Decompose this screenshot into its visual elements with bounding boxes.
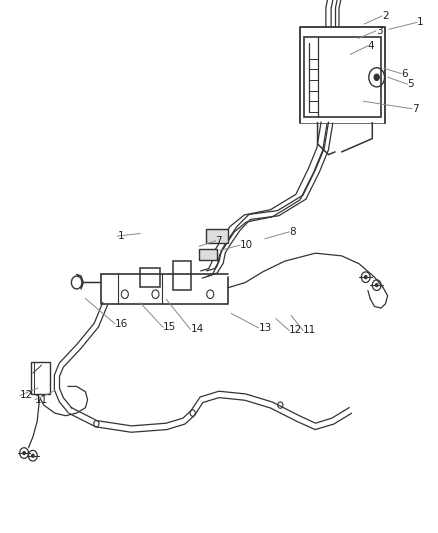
Text: 1: 1 <box>117 231 124 241</box>
Text: 6: 6 <box>401 69 408 78</box>
Circle shape <box>32 454 34 457</box>
Text: 7: 7 <box>215 236 222 246</box>
Bar <box>173 261 191 290</box>
Text: 12: 12 <box>20 391 33 400</box>
Bar <box>304 37 381 117</box>
Circle shape <box>364 276 367 279</box>
Text: 2: 2 <box>382 11 389 21</box>
Text: 14: 14 <box>191 325 204 334</box>
Bar <box>31 362 50 394</box>
Text: 11: 11 <box>35 395 48 405</box>
Text: 5: 5 <box>407 79 414 89</box>
Text: 11: 11 <box>303 326 316 335</box>
Text: 13: 13 <box>258 323 272 333</box>
Circle shape <box>375 284 378 287</box>
Text: 7: 7 <box>412 104 418 114</box>
Bar <box>140 268 160 287</box>
Bar <box>199 249 217 260</box>
Circle shape <box>374 74 379 80</box>
Circle shape <box>23 451 25 455</box>
Text: 8: 8 <box>289 227 296 237</box>
Text: 3: 3 <box>376 26 382 36</box>
Text: 4: 4 <box>368 41 374 51</box>
Text: 10: 10 <box>240 240 253 250</box>
Text: 12: 12 <box>289 326 302 335</box>
Text: 1: 1 <box>417 18 424 27</box>
Text: 15: 15 <box>163 322 176 332</box>
Text: 16: 16 <box>115 319 128 328</box>
Bar <box>206 229 228 243</box>
